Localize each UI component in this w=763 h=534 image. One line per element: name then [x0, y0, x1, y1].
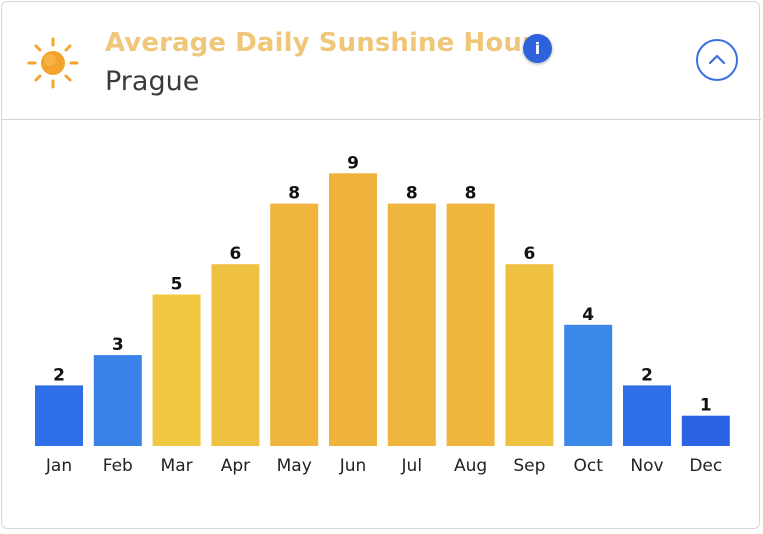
bar-mar: [152, 294, 201, 446]
data-label-mar: 5: [171, 275, 183, 295]
data-label-nov: 2: [641, 365, 653, 385]
data-label-aug: 8: [465, 184, 477, 204]
tick-label-aug: Aug: [454, 456, 487, 476]
tick-label-dec: Dec: [689, 456, 722, 476]
chart-svg: 2 Jan 3 Feb 5 Mar 6 Apr 8 May 9 Jun 8 Jul 8 Aug 6 Sep 4 Oct…: [35, 153, 730, 476]
tick-label-may: May: [277, 456, 312, 476]
card-title: Average Daily Sunshine Hours: [105, 28, 551, 58]
bar-feb: [93, 355, 142, 446]
city-name: Prague: [105, 66, 200, 97]
data-label-oct: 4: [582, 305, 594, 325]
bar-dec: [681, 415, 730, 446]
collapse-button[interactable]: [696, 39, 738, 81]
data-label-jul: 8: [406, 184, 418, 204]
bar-jul: [387, 203, 436, 446]
tick-label-jun: Jun: [339, 456, 367, 476]
tick-label-nov: Nov: [630, 456, 663, 476]
data-label-sep: 6: [523, 244, 535, 264]
tick-label-feb: Feb: [103, 456, 133, 476]
bar-may: [270, 203, 319, 446]
info-icon[interactable]: i: [523, 34, 552, 63]
sunshine-bar-chart: 2 Jan 3 Feb 5 Mar 6 Apr 8 May 9 Jun 8 Jul 8 Aug 6 Sep 4 Oct…: [2, 120, 761, 530]
bar-apr: [211, 264, 260, 446]
bar-oct: [564, 324, 613, 446]
sun-icon: [27, 37, 79, 89]
bar-jan: [35, 385, 83, 446]
data-label-apr: 6: [229, 244, 241, 264]
tick-label-apr: Apr: [221, 456, 250, 476]
bar-sep: [505, 264, 554, 446]
bar-aug: [446, 203, 495, 446]
data-label-dec: 1: [700, 396, 712, 416]
header-divider: [2, 119, 761, 120]
card-header: Average Daily Sunshine Hours Prague i: [2, 2, 761, 120]
data-label-jan: 2: [53, 365, 65, 385]
tick-label-jul: Jul: [401, 456, 423, 476]
data-label-may: 8: [288, 184, 300, 204]
data-label-feb: 3: [112, 335, 124, 355]
tick-label-jan: Jan: [45, 456, 72, 476]
tick-label-oct: Oct: [573, 456, 603, 476]
bar-nov: [623, 385, 671, 446]
bar-jun: [329, 173, 377, 447]
tick-label-mar: Mar: [161, 456, 193, 476]
data-label-jun: 9: [347, 153, 359, 173]
chevron-up-icon: [708, 54, 726, 65]
tick-label-sep: Sep: [513, 456, 545, 476]
